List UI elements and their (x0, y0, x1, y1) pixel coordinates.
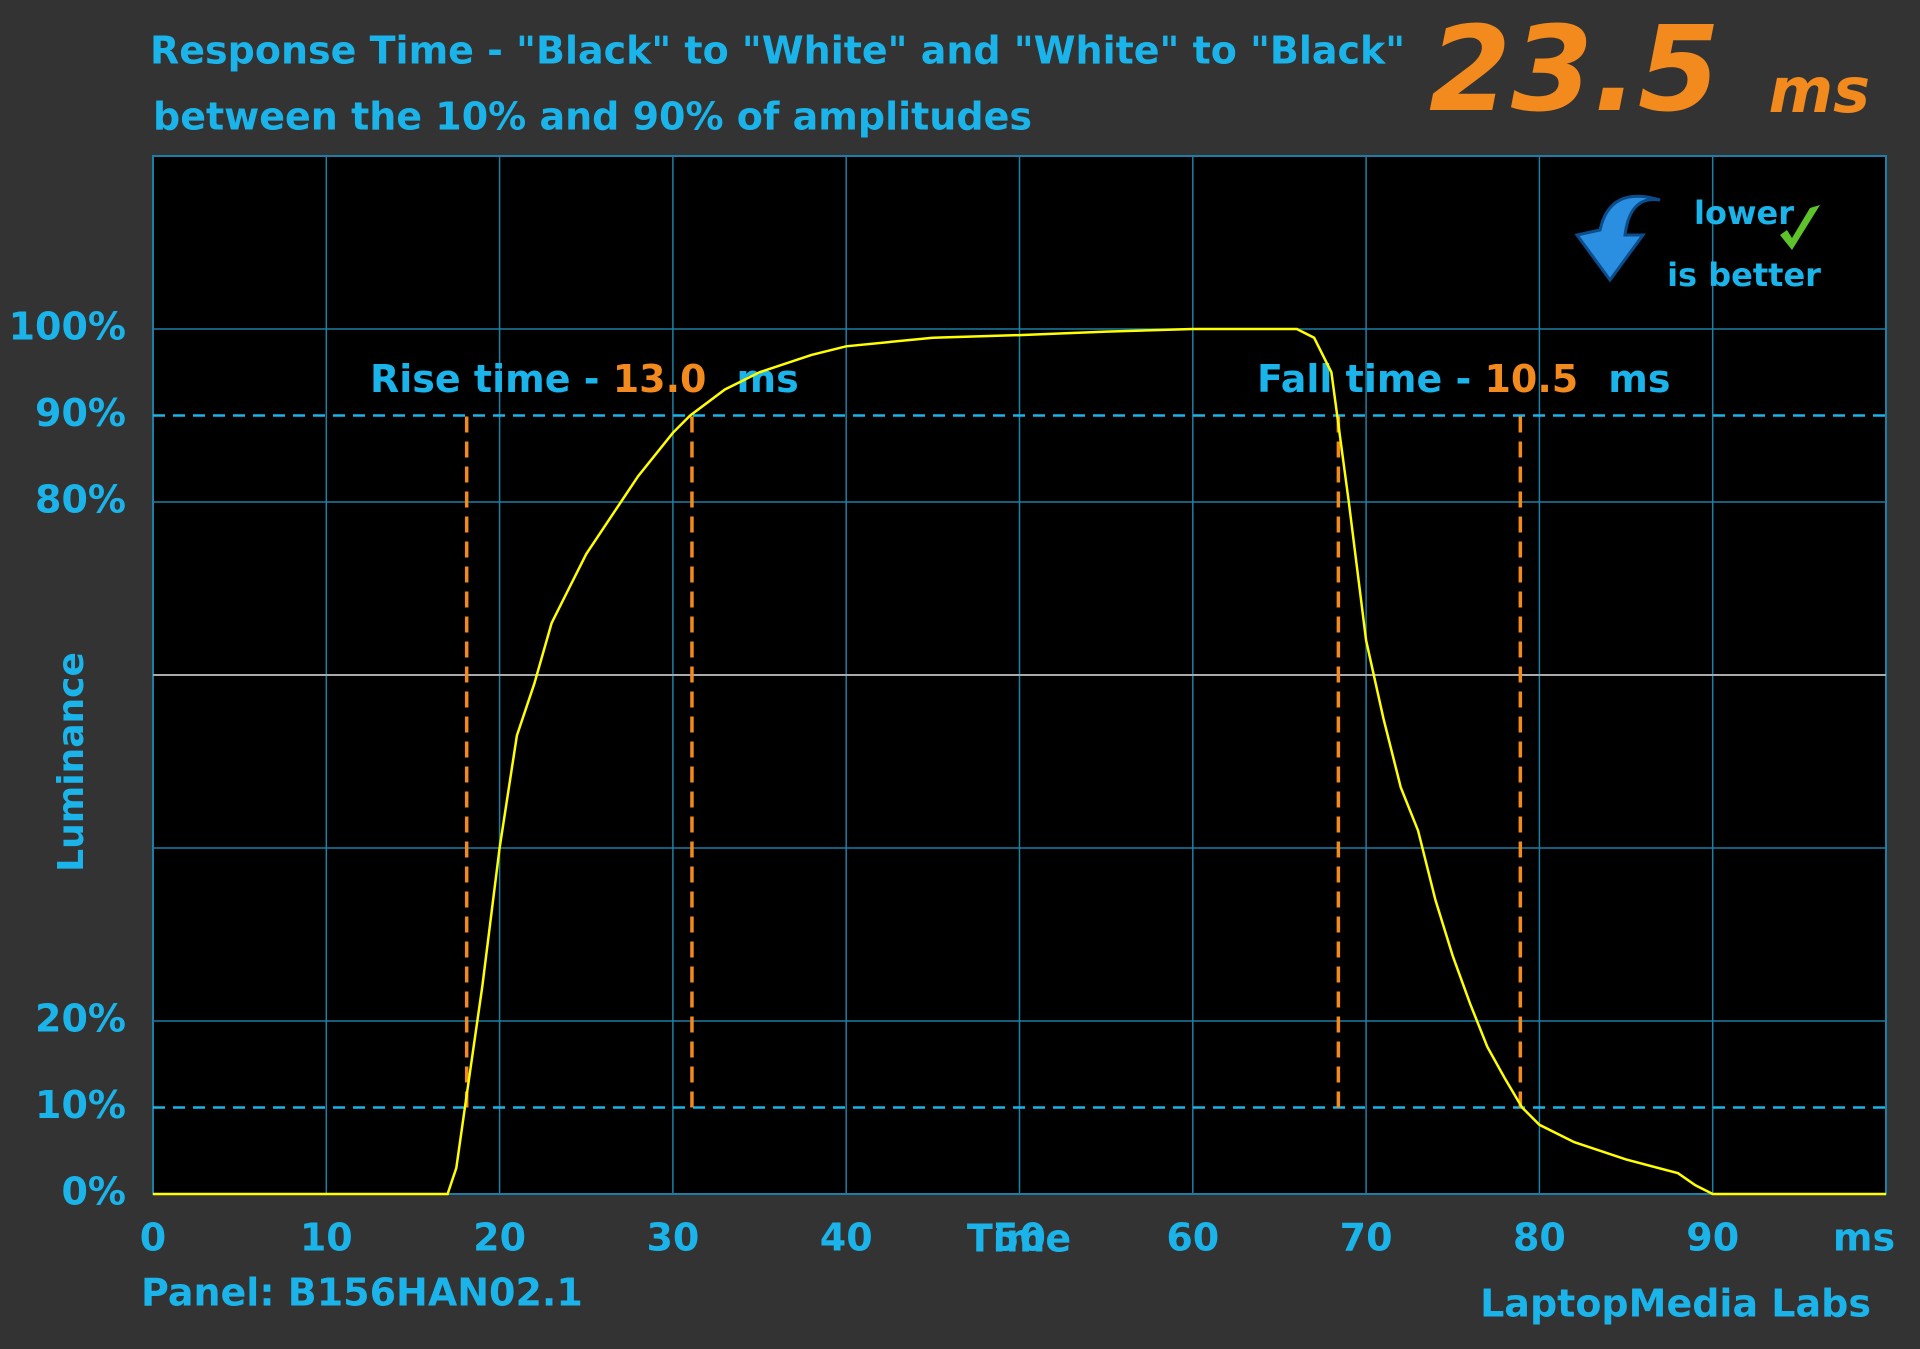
fall-unit: ms (1608, 357, 1670, 401)
chart-subtitle: between the 10% and 90% of amplitudes (153, 95, 1032, 139)
y-tick-label: 10% (35, 1083, 126, 1127)
fall-label: Fall time - (1257, 357, 1484, 401)
chart-title: Response Time - "Black" to "White" and "… (150, 29, 1405, 73)
x-tick-label: 60 (1166, 1216, 1219, 1260)
x-tick-label: 50 (993, 1216, 1046, 1260)
fall-value: 10.5 (1484, 357, 1578, 401)
y-tick-label: 20% (35, 997, 126, 1041)
y-tick-label: 80% (35, 478, 126, 522)
x-tick-label: 20 (473, 1216, 526, 1260)
x-tick-label: 70 (1340, 1216, 1393, 1260)
x-tick-label: 90 (1686, 1216, 1739, 1260)
rise-annotation: Rise time - 13.0 ms (370, 357, 799, 401)
x-tick-label: 40 (820, 1216, 873, 1260)
x-tick-label: 10 (300, 1216, 353, 1260)
y-tick-label: 100% (9, 305, 126, 349)
y-tick-label: 90% (35, 391, 126, 435)
x-tick-label: 0 (140, 1216, 166, 1260)
rise-label: Rise time - (370, 357, 613, 401)
y-tick-label: 0% (61, 1170, 126, 1214)
badge-line2: is better (1667, 256, 1821, 294)
headline-unit: ms (1768, 54, 1870, 127)
x-axis-label: Time (967, 1217, 1071, 1261)
x-axis-unit: ms (1833, 1216, 1895, 1260)
footer-left: Panel: B156HAN02.1 (141, 1271, 583, 1315)
footer-right: LaptopMedia Labs (1480, 1282, 1871, 1326)
badge-icon (1574, 194, 1820, 283)
fall-annotation: Fall time - 10.5 ms (1257, 357, 1670, 401)
rise-value: 13.0 (613, 357, 707, 401)
x-tick-label: 30 (646, 1216, 699, 1260)
luminance-trace (153, 327, 1886, 1196)
badge-line1: lower (1694, 194, 1794, 232)
headline-value: 23.5 (1429, 0, 1720, 138)
y-axis-label: Luminance (51, 652, 92, 872)
x-tick-label: 80 (1513, 1216, 1566, 1260)
